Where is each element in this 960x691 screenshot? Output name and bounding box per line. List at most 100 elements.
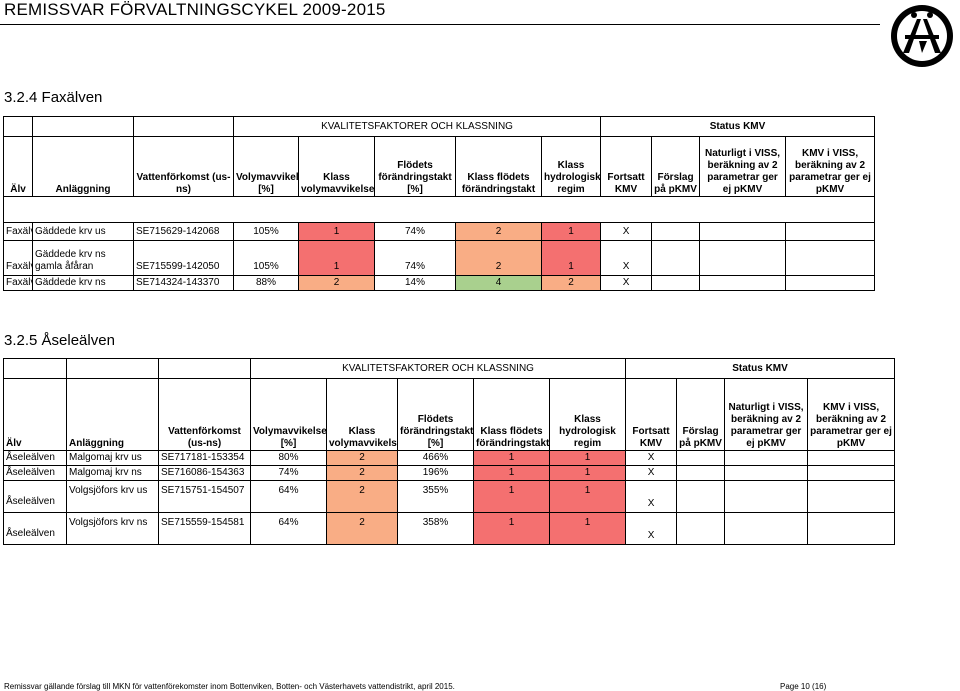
cell-vattenforkomst: SE715599-142050 [133,240,234,276]
col-header-vattenforkomst: Vattenförkomst (us-ns) [158,378,251,451]
cell-flodets-takt: 358% [397,512,474,545]
header-spacer [66,358,159,379]
col-header-vattenforkomst: Vattenförkomst (us-ns) [133,136,234,197]
cell-flodets-takt: 14% [374,275,456,291]
col-header-flodets-takt: Flödets förändringstakt [%] [374,136,456,197]
cell-klass-flodets: 1 [473,480,550,513]
cell-flodets-takt: 74% [374,222,456,241]
cell-kmv-viss [785,275,876,291]
cell-anlaggning: Malgomaj krv ns [66,465,159,481]
cell-klass-hydro: 1 [548,480,627,513]
cell-klass-volym: 2 [326,450,398,466]
col-header-kmv-viss: KMV i VISS, beräkning av 2 parametrar ge… [807,378,896,451]
cell-vattenforkomst: SE714324-143370 [133,275,234,291]
cell-fortsatt-kmv: X [600,275,653,291]
cell-fortsatt-kmv: X [625,512,678,545]
cell-volymavvikelse: 64% [250,512,327,545]
cell-fortsatt-kmv: X [625,465,678,481]
cell-forslag-pkmv [676,480,726,513]
cell-kmv-viss [807,512,896,545]
cell-fortsatt-kmv: X [625,480,678,513]
cell-volymavvikelse: 64% [250,480,327,513]
col-header-forslag-pkmv: Förslag på pKMV [676,378,726,451]
col-header-klass-flodets: Klass flödets förändringstakt [473,378,550,451]
header-spacer [133,116,234,137]
cell-klass-volym: 2 [326,465,398,481]
header-spacer [3,358,67,379]
cell-klass-flodets: 1 [473,512,550,545]
col-header-kmv-viss: KMV i VISS, beräkning av 2 parametrar ge… [785,136,876,197]
col-header-fortsatt-kmv: Fortsatt KMV [625,378,678,451]
header-title: REMISSVAR FÖRVALTNINGSCYKEL 2009-2015 [4,0,386,19]
cell-volymavvikelse: 74% [250,465,327,481]
cell-naturligt-viss [699,240,787,276]
cell-forslag-pkmv [676,512,726,545]
cell-naturligt-viss [724,512,809,545]
cell-klass-volym: 1 [298,222,375,241]
cell-vattenforkomst: SE717181-153354 [158,450,251,466]
col-header-alv: Älv [3,378,67,451]
table-row: Åseleälven Volgsjöfors krv us SE715751-1… [3,480,896,513]
col-header-klass-volym: Klass volymavvikelse [298,136,375,197]
table-row: Faxälven Gäddede krv us SE715629-142068 … [3,222,876,241]
group-header-status: Status KMV [600,116,876,137]
cell-kmv-viss [785,240,876,276]
col-header-flodets-takt: Flödets förändringstakt [%] [397,378,474,451]
logo-icon [891,5,953,67]
cell-alv: Åseleälven [3,450,67,466]
cell-anlaggning: Gäddede krv ns gamla åfåran [32,240,134,276]
cell-anlaggning: Gäddede krv ns [32,275,134,291]
cell-kmv-viss [785,222,876,241]
table-row: Faxälven Gäddede krv ns gamla åfåran SE7… [3,240,876,276]
cell-alv: Åseleälven [3,480,67,513]
col-header-anlaggning: Anläggning [32,136,134,197]
col-header-naturligt-viss: Naturligt i VISS, beräkning av 2 paramet… [724,378,809,451]
header-spacer [3,116,33,137]
group-header-status: Status KMV [625,358,896,379]
cell-volymavvikelse: 105% [233,240,299,276]
cell-alv: Åseleälven [3,465,67,481]
cell-kmv-viss [807,480,896,513]
cell-anlaggning: Volgsjöfors krv ns [66,512,159,545]
cell-klass-volym: 2 [326,480,398,513]
col-header-volymavvikelse: Volymavvikelse [%] [250,378,327,451]
cell-naturligt-viss [724,450,809,466]
cell-forslag-pkmv [651,222,701,241]
header-divider [0,24,880,25]
cell-volymavvikelse: 105% [233,222,299,241]
cell-alv: Åseleälven [3,512,67,545]
table-row: Åseleälven Malgomaj krv ns SE716086-1543… [3,465,896,481]
col-header-klass-hydro: Klass hydrologisk regim [540,136,602,197]
section-title-faxalven: 3.2.4 Faxälven [4,89,103,106]
cell-alv: Faxälven [3,240,33,276]
cell-alv: Faxälven [3,222,33,241]
header-spacer [32,116,134,137]
table-row: Åseleälven Malgomaj krv us SE717181-1533… [3,450,896,466]
spacer-row [2,196,876,223]
col-header-fortsatt-kmv: Fortsatt KMV [600,136,653,197]
cell-klass-flodets: 1 [473,465,550,481]
cell-forslag-pkmv [651,275,701,291]
cell-fortsatt-kmv: X [600,240,653,276]
cell-klass-volym: 2 [298,275,375,291]
cell-klass-flodets: 2 [455,222,542,241]
footer-text: Remissvar gällande förslag till MKN för … [4,682,455,691]
cell-vattenforkomst: SE716086-154363 [158,465,251,481]
cell-klass-hydro: 1 [548,465,627,481]
cell-forslag-pkmv [676,465,726,481]
cell-klass-flodets: 1 [473,450,550,466]
cell-volymavvikelse: 80% [250,450,327,466]
cell-klass-hydro: 1 [548,450,627,466]
group-header-quality: KVALITETSFAKTORER OCH KLASSNING [249,358,627,379]
col-header-naturligt-viss: Naturligt i VISS, beräkning av 2 paramet… [699,136,787,197]
cell-forslag-pkmv [651,240,701,276]
cell-forslag-pkmv [676,450,726,466]
col-header-klass-flodets: Klass flödets förändringstakt [455,136,542,197]
cell-klass-hydro: 2 [540,275,602,291]
table-row: Faxälven Gäddede krv ns SE714324-143370 … [3,275,876,291]
cell-naturligt-viss [724,465,809,481]
cell-naturligt-viss [724,480,809,513]
col-header-volymavvikelse: Volymavvikelse [%] [233,136,299,197]
cell-anlaggning: Volgsjöfors krv us [66,480,159,513]
col-header-alv: Älv [3,136,33,197]
